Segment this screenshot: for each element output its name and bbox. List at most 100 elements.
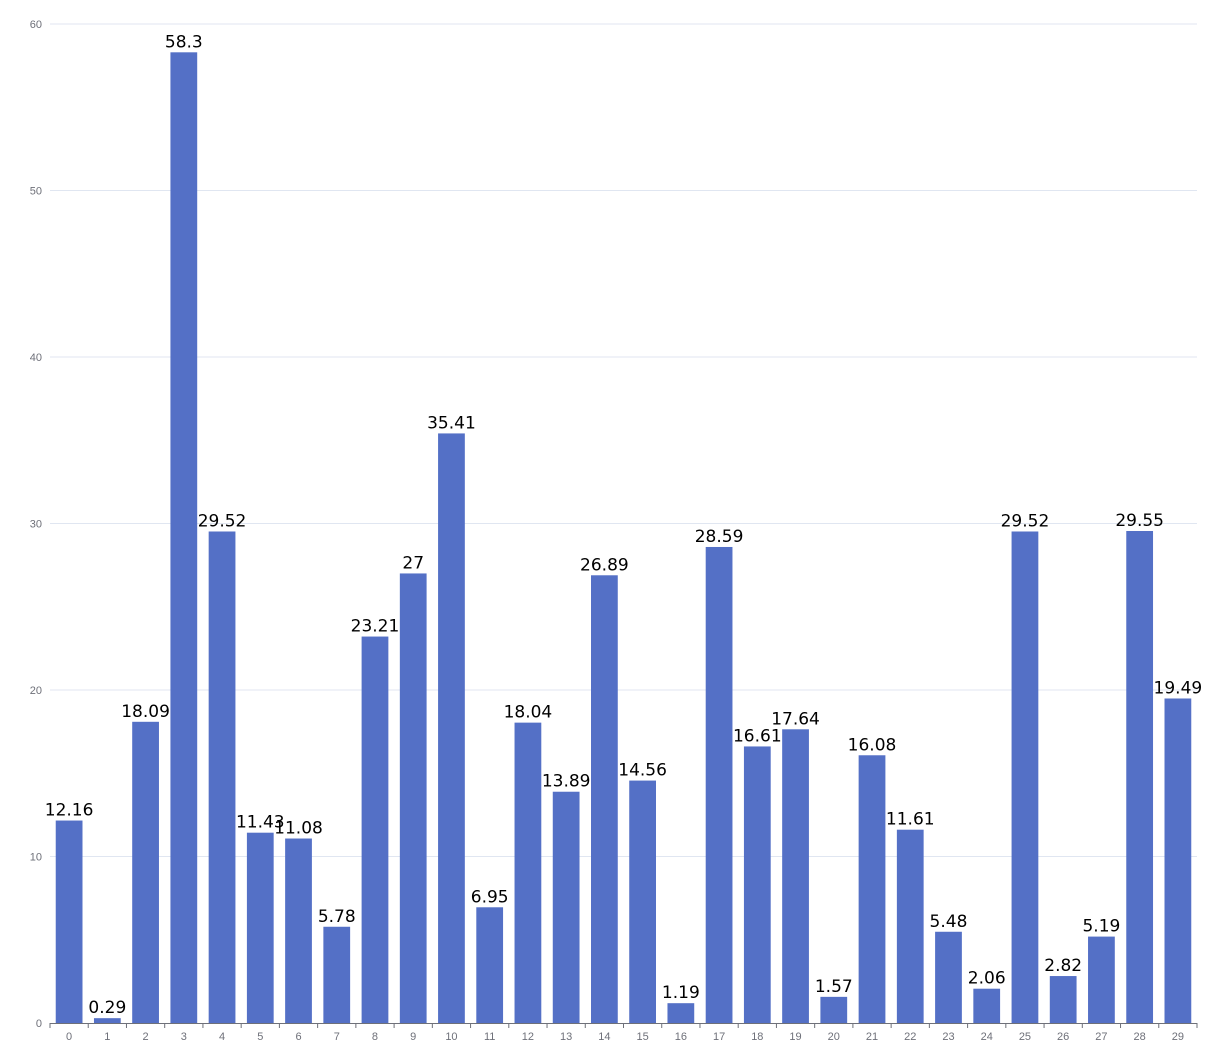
y-tick-label: 10 (30, 852, 42, 864)
y-tick-label: 60 (30, 19, 42, 31)
bar[interactable] (1164, 698, 1192, 1023)
data-label: 19.49 (1154, 678, 1203, 698)
data-label: 27 (402, 553, 424, 573)
x-tick-label: 24 (981, 1031, 993, 1043)
x-tick-label: 23 (942, 1031, 954, 1043)
bar[interactable] (208, 531, 236, 1023)
bar[interactable] (93, 1018, 121, 1023)
bars (55, 52, 1192, 1024)
data-label: 23.21 (351, 617, 400, 637)
data-label: 26.89 (580, 555, 629, 575)
data-label: 14.56 (618, 761, 667, 781)
data-label: 5.78 (318, 907, 356, 927)
data-label: 16.08 (848, 735, 897, 755)
y-tick-label: 30 (30, 519, 42, 531)
x-tick-label: 18 (751, 1031, 763, 1043)
data-label: 11.61 (886, 810, 935, 830)
bar[interactable] (1049, 976, 1077, 1023)
x-tick-label: 10 (445, 1031, 457, 1043)
bar[interactable] (858, 755, 886, 1023)
bar[interactable] (896, 829, 924, 1023)
x-axis-labels: 0 1 2 3 4 5 6 7 8 9 10 11 12 13 14 15 16 17 18 19 20 21 22 23 24… (66, 1031, 1184, 1043)
x-tick-label: 22 (904, 1031, 916, 1043)
x-tick-label: 13 (560, 1031, 572, 1043)
bar[interactable] (399, 573, 427, 1023)
data-label: 17.64 (771, 709, 820, 729)
bar[interactable] (552, 791, 580, 1023)
x-tick-label: 14 (598, 1031, 610, 1043)
x-tick-label: 16 (675, 1031, 687, 1043)
data-label: 13.89 (542, 772, 591, 792)
bar[interactable] (170, 52, 198, 1024)
bar[interactable] (629, 780, 656, 1023)
gridlines (50, 23, 1197, 857)
bar[interactable] (705, 546, 733, 1023)
data-label: 1.19 (662, 983, 700, 1003)
data-label: 18.09 (121, 702, 170, 722)
x-tick-label: 20 (828, 1031, 840, 1043)
data-label: 18.04 (504, 703, 553, 723)
y-tick-label: 20 (30, 685, 42, 697)
bar[interactable] (743, 746, 771, 1023)
bar[interactable] (476, 907, 504, 1023)
bar[interactable] (246, 832, 274, 1023)
bar[interactable] (1011, 531, 1039, 1023)
bar[interactable] (782, 729, 809, 1023)
x-tick-label: 29 (1172, 1031, 1184, 1043)
x-tick-label: 26 (1057, 1031, 1069, 1043)
bar[interactable] (591, 575, 618, 1023)
x-tick-label: 12 (522, 1031, 534, 1043)
bar[interactable] (438, 433, 465, 1024)
data-label: 11.08 (274, 819, 323, 839)
x-tick-label: 0 (66, 1031, 72, 1043)
data-label: 16.61 (733, 726, 782, 746)
bar[interactable] (132, 721, 159, 1023)
x-tick-label: 11 (484, 1031, 495, 1043)
data-label: 5.19 (1082, 917, 1120, 937)
data-label: 35.41 (427, 413, 476, 433)
bar[interactable] (361, 636, 389, 1023)
bar[interactable] (667, 1003, 695, 1023)
data-label: 2.06 (968, 969, 1006, 989)
data-label: 0.29 (88, 998, 126, 1018)
x-tick-label: 21 (866, 1031, 878, 1043)
data-label: 12.16 (45, 801, 94, 821)
data-label: 6.95 (471, 887, 509, 907)
x-tick-label: 17 (713, 1031, 725, 1043)
y-tick-label: 0 (36, 1018, 42, 1030)
x-tick-label: 8 (372, 1031, 378, 1043)
bar[interactable] (323, 926, 351, 1023)
x-tick-label: 4 (219, 1031, 225, 1043)
data-label: 1.57 (815, 977, 853, 997)
bar[interactable] (820, 996, 848, 1023)
bar[interactable] (514, 722, 542, 1023)
bar[interactable] (973, 988, 1001, 1023)
bar[interactable] (1088, 936, 1115, 1023)
bar[interactable] (285, 838, 312, 1023)
y-axis-labels: 0 10 20 30 40 50 60 (30, 19, 42, 1030)
data-label: 2.82 (1044, 956, 1082, 976)
x-tick-label: 6 (295, 1031, 301, 1043)
x-tick-label: 3 (181, 1031, 187, 1043)
y-tick-label: 50 (30, 186, 42, 198)
x-tick-label: 9 (410, 1031, 416, 1043)
bar[interactable] (1126, 530, 1154, 1023)
x-tick-label: 7 (334, 1031, 340, 1043)
x-tick-label: 25 (1019, 1031, 1031, 1043)
data-label: 29.52 (198, 511, 247, 531)
x-tick-label: 19 (789, 1031, 801, 1043)
data-label: 29.52 (1001, 511, 1050, 531)
x-tick-label: 5 (257, 1031, 263, 1043)
x-axis (49, 1023, 1198, 1028)
x-tick-label: 2 (143, 1031, 149, 1043)
x-tick-label: 28 (1134, 1031, 1146, 1043)
bar[interactable] (55, 820, 83, 1023)
bar[interactable] (935, 931, 962, 1023)
data-label: 11.43 (236, 813, 285, 833)
data-label: 28.59 (695, 527, 744, 547)
x-tick-label: 15 (636, 1031, 648, 1043)
data-label: 5.48 (930, 912, 968, 932)
